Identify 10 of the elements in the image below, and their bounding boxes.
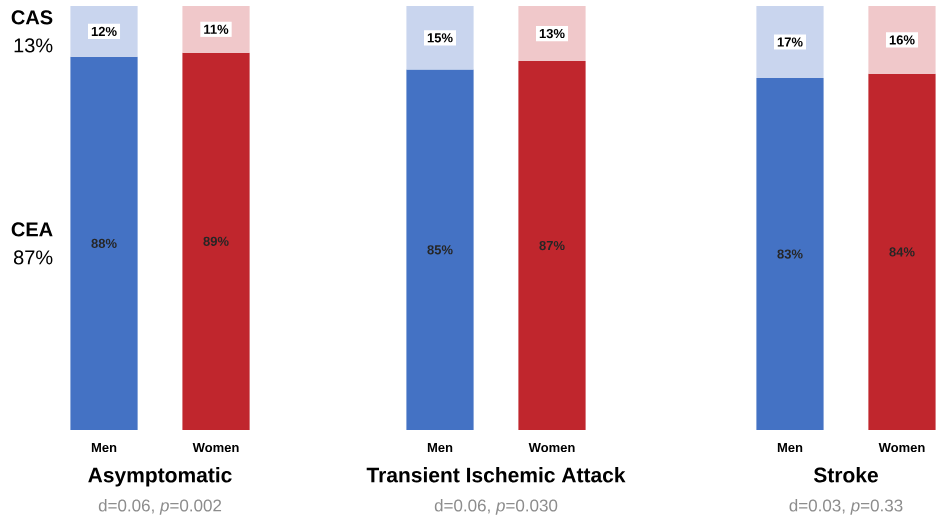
annotation: 87% — [13, 250, 53, 265]
series-label: CEA — [11, 222, 53, 237]
text: Stroke — [813, 467, 878, 483]
series-label: CAS — [11, 10, 53, 25]
annotation: 13% — [14, 38, 53, 53]
text: Transient Ischemic Attack — [366, 467, 626, 483]
text: d=0.06, p=0.002 — [98, 499, 222, 515]
text: d=0.06, p=0.030 — [434, 499, 558, 515]
text: Asymptomatic — [88, 467, 232, 487]
text: d=0.03, p=0.33 — [789, 499, 903, 515]
